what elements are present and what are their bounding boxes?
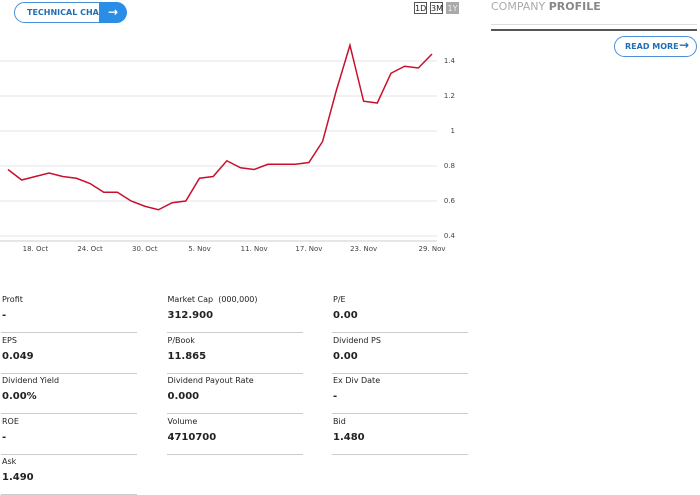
stat-cell: Bid 1.480 [332, 415, 468, 455]
stat-cell: Volume 4710700 [166, 415, 303, 455]
stat-cell: Profit - [1, 293, 137, 333]
stat-label: Ask [2, 457, 17, 466]
x-tick-label: 11. Nov [241, 245, 268, 253]
button-label: TECHNICAL CHART [27, 8, 111, 17]
title-light: COMPANY [491, 0, 546, 13]
stat-value: 0.00 [333, 350, 358, 362]
stat-cell: EPS 0.049 [1, 334, 137, 374]
stat-value: - [2, 431, 7, 443]
stat-label: Bid [333, 416, 346, 426]
y-tick-label: 1 [451, 127, 455, 135]
stat-value: - [2, 310, 7, 321]
x-tick-label: 30. Oct [132, 245, 158, 253]
y-tick-label: 0.6 [444, 197, 456, 205]
range-button[interactable]: 3M [430, 2, 443, 14]
stat-value: 312.900 [167, 310, 214, 321]
y-tick-label: 0.4 [444, 232, 456, 240]
price-line [7, 42, 433, 211]
x-tick-label: 5. Nov [188, 245, 211, 253]
stat-cell: Dividend Yield 0.00% [1, 374, 137, 414]
x-tick-label: 17. Nov [295, 245, 322, 253]
stat-cell: Ask 1.490 [1, 455, 137, 495]
x-tick-label: 18. Oct [23, 245, 49, 253]
stat-cell: Dividend PS 0.00 [332, 334, 468, 374]
section-title: COMPANY PROFILE [491, 0, 601, 13]
price-chart: 0.4 0.6 0.8 1 1.2 1.4 18. Oct 24. Oct 30. Oct 5. … [0, 42, 456, 253]
stat-value: 11.865 [167, 350, 207, 362]
stat-cell: Market Cap (000,000) 312.900 [166, 293, 303, 333]
arrow-icon: → [99, 2, 127, 23]
stat-cell: Dividend Payout Rate 0.000 [166, 374, 303, 414]
button-label: READ MORE [625, 42, 679, 51]
stat-cell: ROE - [1, 415, 137, 455]
stat-label: Ex Div Date [333, 376, 381, 385]
x-tick-label: 23. Nov [350, 245, 377, 253]
stat-value: 0.00 [333, 310, 358, 321]
stat-label: Dividend PS [333, 335, 381, 345]
read-more-button[interactable]: READ MORE → [614, 36, 697, 57]
stat-label: EPS [2, 335, 17, 345]
title-bold: PROFILE [548, 0, 601, 13]
stat-cell: P/Book 11.865 [166, 334, 303, 374]
stat-cell: Ex Div Date - [332, 374, 468, 414]
stat-value: 1.490 [2, 472, 34, 483]
arrow-icon: → [679, 38, 690, 52]
stat-label: P/E [333, 295, 346, 304]
range-button-active[interactable]: 1Y [446, 2, 459, 14]
divider [491, 24, 697, 25]
stat-label: Volume [167, 416, 198, 426]
y-tick-label: 0.8 [444, 162, 455, 170]
stat-value: 4710700 [167, 431, 217, 443]
x-tick-label: 29. Nov [418, 245, 445, 253]
stat-value: 0.000 [167, 391, 200, 402]
stat-label: P/Book [167, 335, 195, 345]
stat-label: Profit [2, 295, 23, 304]
stat-value: 0.049 [2, 350, 34, 362]
divider [491, 29, 697, 31]
stat-label: Market Cap (000,000) [167, 295, 258, 304]
range-button[interactable]: 1D [414, 2, 427, 14]
stat-value: 0.00% [2, 391, 37, 402]
stat-cell: P/E 0.00 [332, 293, 468, 333]
stat-value: 1.480 [333, 431, 365, 443]
stat-value: - [333, 391, 338, 402]
stat-label: ROE [2, 416, 19, 426]
stat-label: Dividend Yield [2, 376, 60, 385]
x-tick-label: 24. Oct [77, 245, 103, 253]
technical-chart-button[interactable]: TECHNICAL CHART → [14, 2, 127, 23]
y-tick-label: 1.2 [444, 92, 455, 100]
stat-label: Dividend Payout Rate [167, 376, 254, 385]
y-tick-label: 1.4 [444, 57, 456, 65]
